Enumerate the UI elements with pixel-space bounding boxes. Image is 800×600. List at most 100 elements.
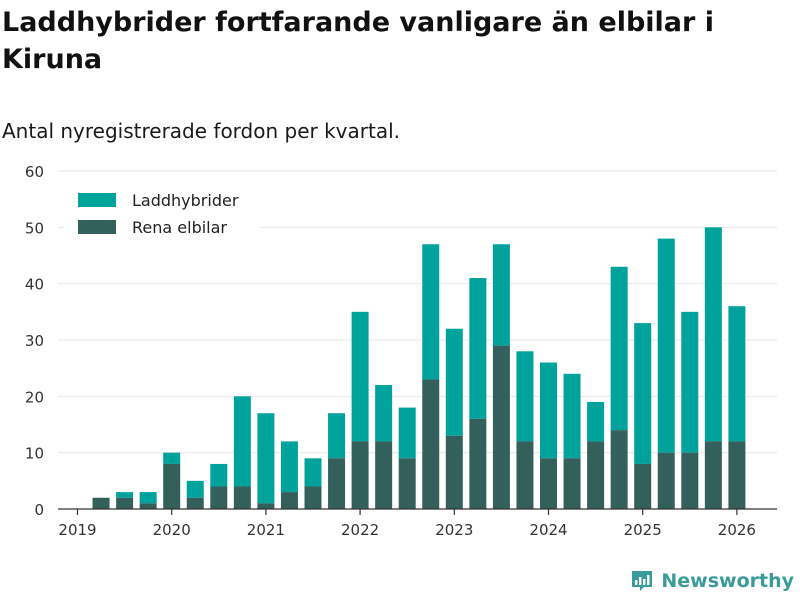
bar-group (233, 396, 251, 509)
bar-laddhybrider (398, 407, 416, 459)
bar-laddhybrider (210, 463, 228, 487)
bar-rena-elbilar (375, 441, 393, 509)
bar-laddhybrider (540, 362, 557, 459)
legend: Laddhybrider Rena elbilar (64, 183, 260, 241)
bar-rena-elbilar (163, 463, 181, 509)
bar-rena-elbilar (116, 497, 134, 509)
y-tick-label: 0 (34, 501, 44, 519)
bar-group (469, 278, 487, 509)
bar-rena-elbilar (492, 345, 510, 509)
bar-group (587, 401, 605, 509)
bar-group (375, 385, 393, 509)
bar-laddhybrider (704, 227, 722, 442)
bar-group (728, 306, 746, 509)
bar-laddhybrider (163, 452, 181, 464)
x-tick-label: 2026 (718, 521, 756, 539)
brand-name: Newsworthy (661, 570, 794, 592)
bar-rena-elbilar (704, 441, 722, 509)
x-tick-label: 2024 (529, 521, 567, 539)
x-axis: 2019 2020 2021 2022 2023 2024 2025 2026 (58, 508, 777, 539)
bar-group (422, 244, 440, 509)
bar-group (328, 413, 346, 509)
x-tick-label: 2020 (153, 521, 191, 539)
legend-swatch (78, 193, 116, 207)
bar-group (351, 311, 369, 509)
bar-rena-elbilar (398, 458, 416, 509)
bar-rena-elbilar (210, 486, 228, 509)
bar-group (210, 463, 228, 509)
bar-laddhybrider (634, 323, 652, 464)
bar-rena-elbilar (328, 458, 346, 509)
bar-laddhybrider (492, 244, 510, 346)
bar-group (540, 362, 557, 509)
bar-group (704, 227, 722, 509)
bar-laddhybrider (728, 306, 746, 442)
bar-laddhybrider (445, 328, 463, 436)
y-tick-label: 50 (25, 219, 44, 237)
newsworthy-logo-icon (632, 571, 653, 591)
bar-laddhybrider (610, 266, 628, 431)
bar-rena-elbilar (728, 441, 746, 509)
bar-group (116, 492, 134, 509)
bar-laddhybrider (469, 278, 487, 419)
bar-rena-elbilar (681, 452, 699, 509)
bar-rena-elbilar (563, 458, 581, 509)
bar-group (681, 311, 699, 509)
legend-label: Laddhybrider (132, 191, 239, 210)
bar-rena-elbilar (516, 441, 534, 509)
bar-laddhybrider (233, 396, 251, 487)
bar-group (610, 266, 628, 509)
bars (92, 227, 746, 509)
bar-laddhybrider (681, 311, 699, 453)
bar-group (492, 244, 510, 509)
bar-rena-elbilar (469, 418, 487, 509)
bar-group (634, 323, 652, 509)
bar-rena-elbilar (540, 458, 557, 509)
x-tick-label: 2022 (341, 521, 379, 539)
y-tick-label: 60 (25, 163, 44, 181)
bar-rena-elbilar (139, 503, 157, 509)
bar-group (304, 458, 322, 509)
bar-rena-elbilar (657, 452, 675, 509)
y-axis-ticks: 0 10 20 30 40 50 60 (25, 163, 44, 519)
bar-rena-elbilar (233, 486, 251, 509)
bar-group (516, 351, 534, 509)
bar-rena-elbilar (92, 497, 110, 509)
bar-laddhybrider (516, 351, 534, 442)
bar-rena-elbilar (610, 430, 628, 509)
bar-laddhybrider (351, 311, 369, 442)
x-tick-label: 2019 (58, 521, 96, 539)
bar-group (163, 452, 181, 509)
bar-group (92, 497, 110, 509)
bar-laddhybrider (257, 413, 275, 504)
bar-laddhybrider (304, 458, 322, 487)
y-tick-label: 10 (25, 445, 44, 463)
y-tick-label: 20 (25, 388, 44, 406)
bar-group (186, 480, 204, 509)
bar-laddhybrider (375, 385, 393, 442)
bar-group (257, 413, 275, 509)
bar-rena-elbilar (257, 503, 275, 509)
bar-rena-elbilar (422, 379, 440, 509)
bar-laddhybrider (657, 238, 675, 453)
legend-swatch (78, 220, 116, 234)
legend-rena-elbilar: Rena elbilar (78, 218, 227, 237)
bar-rena-elbilar (304, 486, 322, 509)
bar-rena-elbilar (186, 497, 204, 509)
bar-group (280, 441, 298, 509)
bar-group (657, 238, 675, 509)
bar-rena-elbilar (351, 441, 369, 509)
chart-title: Laddhybrider fortfarande vanligare än el… (2, 7, 714, 75)
bar-laddhybrider (328, 413, 346, 459)
x-tick-label: 2021 (247, 521, 285, 539)
legend-label: Rena elbilar (132, 218, 227, 237)
bar-laddhybrider (587, 401, 605, 442)
bar-rena-elbilar (280, 492, 298, 509)
legend-laddhybrider: Laddhybrider (78, 191, 239, 210)
bar-group (563, 373, 581, 509)
bar-group (139, 492, 157, 509)
bar-rena-elbilar (634, 463, 652, 509)
bar-laddhybrider (116, 492, 134, 498)
x-tick-label: 2025 (624, 521, 662, 539)
